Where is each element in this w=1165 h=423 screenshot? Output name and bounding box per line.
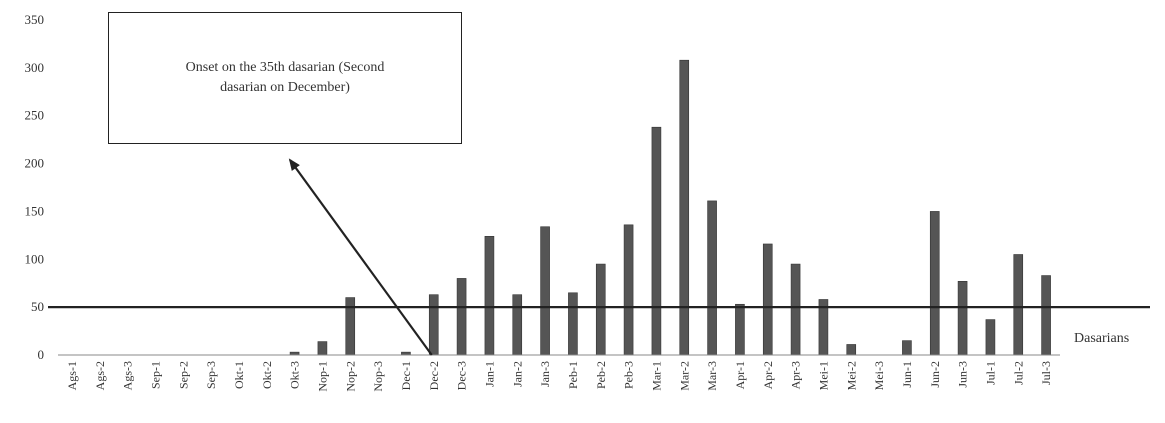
x-axis-label: Dasarians	[1074, 331, 1130, 346]
bar	[707, 200, 717, 356]
bars-group	[289, 59, 1051, 356]
x-tick-label: Nop-3	[371, 361, 385, 392]
x-tick-label: Nop-2	[343, 361, 357, 392]
onset-annotation-text: Onset on the 35th dasarian (Second dasar…	[185, 60, 385, 95]
x-tick-label: Okt-1	[232, 361, 246, 389]
bar	[651, 126, 662, 356]
x-tick-label: Mei-2	[844, 361, 858, 390]
x-axis: Ags-1 Ags-2 Ags-3 Sep-1 Sep-2 Sep-3 Okt-1 Okt-2…	[58, 354, 1060, 392]
x-tick-label: Jul-1	[983, 361, 997, 385]
x-tick-label: Peb-1	[566, 361, 580, 389]
x-tick-label: Jan-2	[510, 361, 524, 387]
bar	[456, 278, 467, 356]
bar	[428, 294, 439, 356]
onset-annotation-box: Onset on the 35th dasarian (Second dasar…	[108, 12, 462, 144]
x-tick-label: Jun-1	[900, 361, 914, 388]
x-tick-label: Sep-2	[176, 361, 190, 389]
y-tick-label: 100	[25, 251, 45, 266]
x-tick-label: Apr-3	[789, 361, 803, 389]
x-tick-label: Mei-1	[816, 361, 830, 390]
y-tick-label: 300	[25, 60, 45, 75]
x-tick-label: Mar-2	[677, 361, 691, 391]
bar	[568, 292, 578, 356]
y-tick-label: 50	[31, 299, 44, 314]
onset-arrow	[288, 158, 433, 356]
x-tick-label: Jun-3	[956, 361, 970, 388]
bar	[846, 344, 857, 356]
bar	[985, 319, 996, 356]
x-tick-label: Okt-3	[288, 361, 302, 389]
bar	[512, 294, 523, 356]
bar	[540, 226, 550, 356]
bar	[595, 263, 606, 356]
bar	[929, 211, 940, 356]
y-tick-label: 0	[38, 347, 45, 362]
bar	[735, 303, 745, 356]
bar	[902, 340, 912, 356]
x-tick-label: Ags-3	[121, 361, 135, 390]
x-tick-label: Mar-1	[649, 361, 663, 391]
bar	[1041, 275, 1051, 356]
x-tick-label: Nop-1	[315, 361, 329, 392]
x-tick-label: Mar-3	[705, 361, 719, 391]
x-tick-label: Jun-2	[928, 361, 942, 388]
bar	[1013, 254, 1024, 356]
bar	[484, 236, 495, 356]
x-tick-label: Peb-2	[594, 361, 608, 389]
y-tick-label: 350	[25, 12, 45, 27]
y-tick-label: 150	[25, 203, 45, 218]
x-tick-label: Apr-2	[761, 361, 775, 389]
x-tick-label: Mei-3	[872, 361, 886, 390]
bar	[957, 280, 968, 356]
x-tick-label: Jul-2	[1011, 361, 1025, 385]
x-tick-label: Peb-3	[622, 361, 636, 389]
x-tick-label: Sep-1	[148, 361, 162, 389]
bar	[623, 224, 634, 356]
x-tick-label: Jan-1	[482, 361, 496, 387]
x-tick-label: Apr-1	[733, 361, 747, 389]
x-tick-label: Dec-3	[455, 361, 469, 390]
x-tick-label: Jan-3	[538, 361, 552, 387]
bar	[790, 263, 801, 356]
x-tick-label: Ags-1	[65, 361, 79, 390]
y-tick-label: 250	[25, 108, 45, 123]
y-axis: 0 50 100 150 200 250 300 350	[25, 12, 45, 362]
bar	[762, 243, 773, 356]
x-tick-label: Dec-1	[399, 361, 413, 390]
x-tick-label: Jul-3	[1039, 361, 1053, 385]
y-tick-label: 200	[25, 156, 45, 171]
x-tick-label: Okt-2	[260, 361, 274, 389]
x-tick-label: Ags-2	[93, 361, 107, 390]
x-tick-label: Sep-3	[204, 361, 218, 389]
overlay-group	[48, 158, 1150, 356]
bar	[317, 341, 328, 356]
bar	[679, 59, 690, 356]
x-tick-label: Dec-2	[427, 361, 441, 390]
